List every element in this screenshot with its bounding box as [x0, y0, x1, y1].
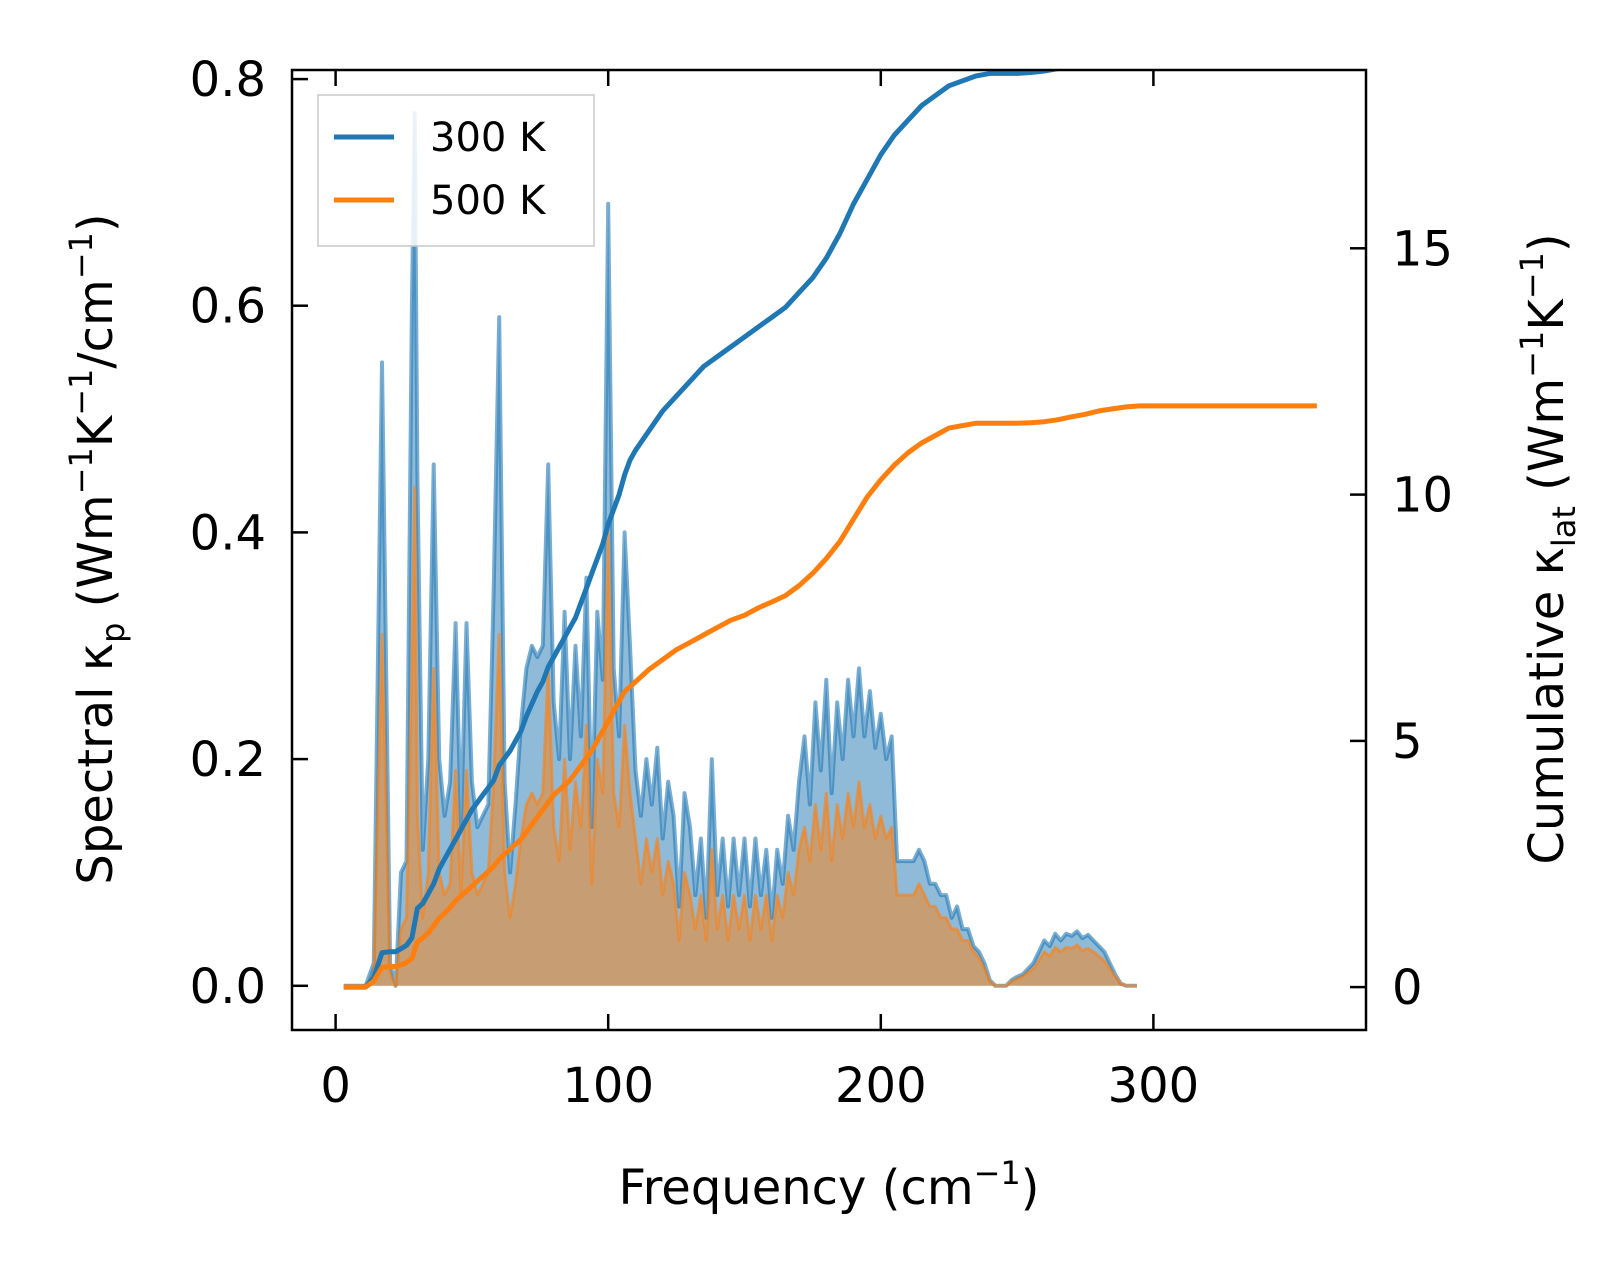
legend-frame: [317, 94, 595, 247]
plot-frame: [290, 68, 1368, 1032]
y-left-tick-label: 0.2: [190, 732, 266, 788]
y-left-tick-label: 0.0: [190, 959, 266, 1015]
y-right-tick-label: 15: [1392, 221, 1453, 277]
legend-label-300k: 300 K: [430, 115, 547, 161]
y-axis-left-label: Spectral κp (Wm−1K−1/cm−1): [62, 213, 132, 884]
y-right-tick-label: 10: [1392, 468, 1453, 524]
y-axis-right-label: Cumulative κlat (Wm−1K−1): [1513, 233, 1583, 864]
spectral-fill-500k: [343, 487, 1137, 986]
spectral-line-500k: [343, 485, 1137, 988]
y-left-tick-label: 0.8: [190, 52, 266, 108]
y-right-tick-label: 0: [1392, 960, 1423, 1016]
x-tick-label: 100: [562, 1058, 654, 1114]
y-left-tick-label: 0.6: [190, 279, 266, 335]
y-left-tick-label: 0.4: [190, 505, 266, 561]
cumulative-line-300k: [343, 70, 1063, 990]
x-axis-label: Frequency (cm−1): [618, 1154, 1039, 1216]
x-tick-label: 300: [1108, 1058, 1200, 1114]
legend-label-500k: 500 K: [430, 178, 547, 224]
x-tick-label: 200: [835, 1058, 927, 1114]
y-right-tick-label: 5: [1392, 714, 1423, 770]
legend: 300 K 500 K: [317, 94, 595, 247]
x-tick-label: 0: [320, 1058, 351, 1114]
cumulative-line-500k: [343, 403, 1317, 990]
spectral-fill-300k: [343, 113, 1137, 986]
